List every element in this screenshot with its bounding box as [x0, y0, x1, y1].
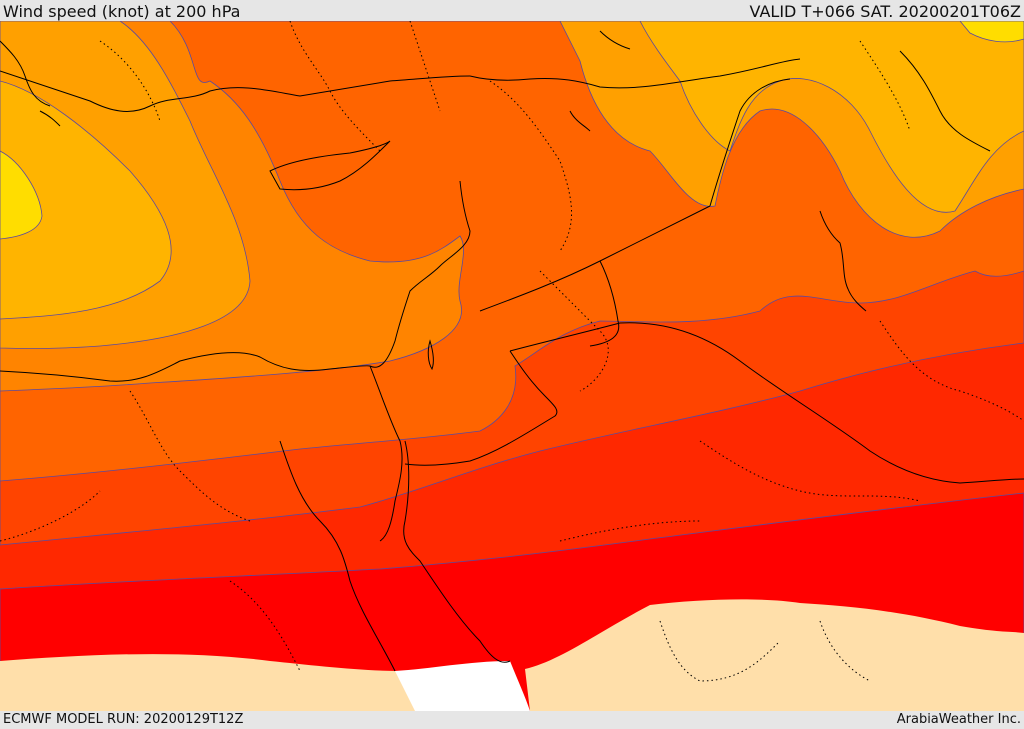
masked-land-southeast: [525, 599, 1024, 711]
band-ne-gold: [639, 21, 1024, 213]
no-data-area: [395, 661, 530, 711]
masked-land-southwest: [0, 654, 420, 711]
wind-speed-map: [0, 21, 1024, 711]
dotted-boundaries: [0, 21, 1024, 682]
footer-bar: ECMWF MODEL RUN: 20200129T12Z ArabiaWeat…: [0, 711, 1024, 729]
valid-time: VALID T+066 SAT. 20200201T06Z: [749, 2, 1021, 21]
band-yellow: [0, 150, 43, 240]
map-title: Wind speed (knot) at 200 hPa: [3, 2, 241, 21]
credit: ArabiaWeather Inc.: [896, 712, 1021, 727]
header-bar: Wind speed (knot) at 200 hPa VALID T+066…: [0, 0, 1024, 21]
model-run: ECMWF MODEL RUN: 20200129T12Z: [3, 712, 244, 727]
coastlines-and-borders: [0, 30, 1024, 672]
band-gold: [0, 80, 172, 320]
